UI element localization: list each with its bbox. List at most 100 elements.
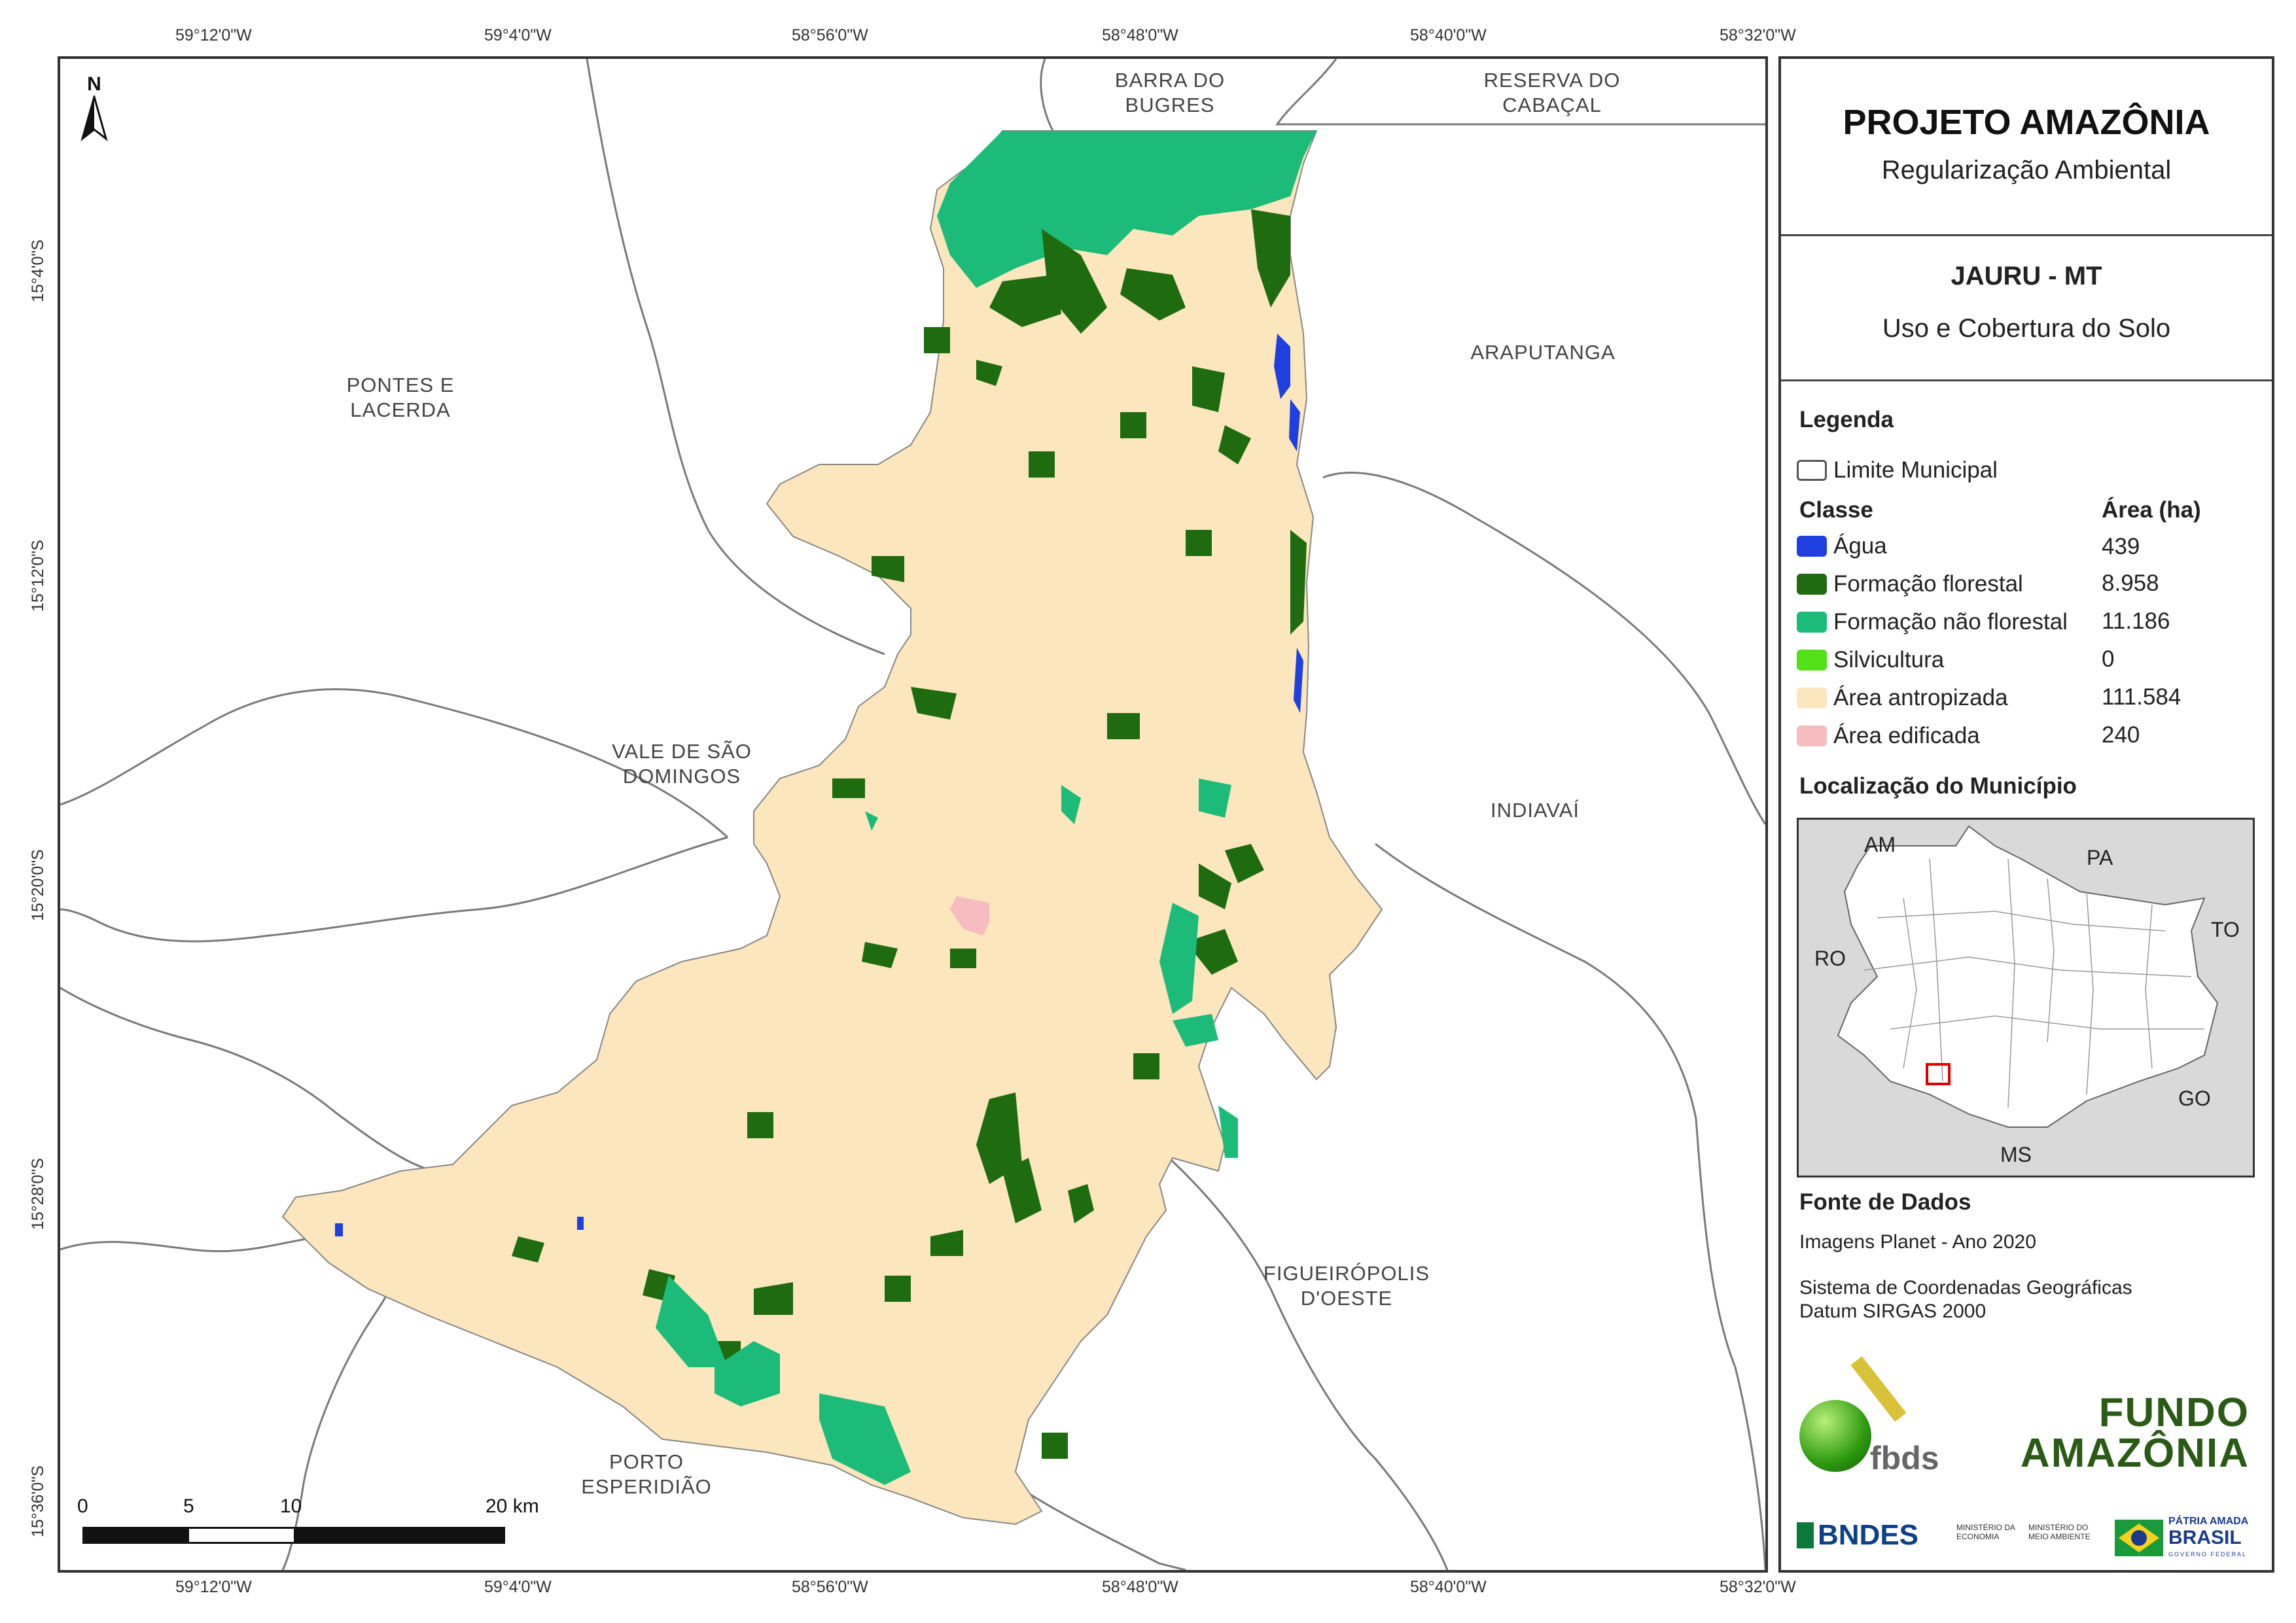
muni-label-porto-esperidiao: PORTO ESPERIDIÃO: [581, 1450, 712, 1498]
swatch-formacao-nao-florestal: [1797, 612, 1827, 633]
land-cover-map: [60, 59, 1765, 1570]
scale-label-0: 0: [77, 1495, 88, 1517]
coord-top-5: 58°40'0"W: [1410, 26, 1487, 44]
class-value: 0: [2102, 646, 2115, 672]
legend-row-silvicultura: Silvicultura: [1797, 644, 1944, 676]
theme-title: Uso e Cobertura do Solo: [1882, 314, 2171, 343]
fbds-text: fbds: [1870, 1440, 1939, 1476]
legend-title: Legenda: [1799, 407, 1894, 432]
coord-left-4: 15°28'0"S: [29, 1158, 47, 1230]
legend-row-area-edificada: Área edificada: [1797, 720, 1980, 752]
inset-label-to: TO: [2211, 918, 2240, 941]
class-label: Área edificada: [1833, 723, 1980, 748]
scale-label-10: 10: [280, 1495, 302, 1517]
coord-bottom-2: 59°4'0"W: [484, 1578, 552, 1596]
limit-swatch: [1797, 460, 1827, 481]
water-features: [335, 334, 1303, 1236]
legend-row-formacao-florestal: Formação florestal: [1797, 568, 2023, 601]
north-arrow: N: [75, 73, 114, 145]
inset-map-svg: [1837, 825, 2219, 1128]
bndes-logo: BNDES: [1797, 1519, 1918, 1552]
class-label: Formação florestal: [1833, 571, 2023, 597]
limit-label: Limite Municipal: [1833, 457, 1998, 483]
scale-label-5: 5: [183, 1495, 194, 1517]
inset-label-am: AM: [1864, 833, 1896, 856]
location-title: Localização do Município: [1799, 773, 2077, 799]
fbds-logo: fbds: [1797, 1356, 1954, 1478]
class-header: Classe: [1799, 497, 1873, 523]
jauru-area: [281, 130, 1383, 1526]
fundo-text: FUNDO: [2098, 1390, 2250, 1435]
class-label: Área antropizada: [1833, 685, 2008, 710]
project-subtitle: Regularização Ambiental: [1881, 156, 2172, 184]
class-value: 11.186: [2102, 608, 2170, 634]
divider: [1781, 234, 2272, 236]
swatch-formacao-florestal: [1797, 574, 1827, 595]
map-frame[interactable]: N BARRA DO BUGRES RESERVA DO CABAÇAL ARA…: [58, 56, 1768, 1573]
muni-label-reserva-do-cabacal: RESERVA DO CABAÇAL: [1483, 69, 1621, 116]
fundo-amazonia-logo: FUNDO AMAZÔNIA: [1975, 1393, 2250, 1475]
source-title: Fonte de Dados: [1799, 1189, 1971, 1215]
legend-row-limit: Limite Municipal: [1797, 454, 1998, 487]
class-value: 240: [2102, 722, 2140, 748]
governo-federal-text: GOVERNO FEDERAL: [2168, 1551, 2248, 1558]
bndes-text: BNDES: [1818, 1519, 1919, 1551]
muni-label-vale-de-sao-domingos: VALE DE SÃO DOMINGOS: [612, 740, 752, 788]
class-value: 8.958: [2102, 570, 2159, 596]
legend-row-area-antropizada: Área antropizada: [1797, 682, 2008, 714]
north-arrow-icon: [80, 93, 108, 141]
forest-patches: [512, 209, 1307, 1459]
scale-label-20: 20 km: [486, 1495, 539, 1517]
muni-label-araputanga: ARAPUTANGA: [1470, 341, 1616, 364]
brasil-text: BRASIL: [2168, 1527, 2242, 1548]
swatch-area-antropizada: [1797, 688, 1827, 708]
coord-top-6: 58°32'0"W: [1720, 26, 1796, 44]
coord-bottom-1: 59°12'0"W: [175, 1578, 252, 1596]
coord-bottom-6: 58°32'0"W: [1720, 1578, 1796, 1596]
muni-label-indiavai: INDIAVAÍ: [1490, 799, 1580, 822]
coord-bottom-5: 58°40'0"W: [1410, 1578, 1487, 1596]
class-value: 439: [2102, 534, 2140, 559]
urban-area: [950, 896, 989, 935]
patria-amada-text: PÁTRIA AMADA: [2168, 1516, 2249, 1527]
governo-federal-logo: PÁTRIA AMADA BRASIL GOVERNO FEDERAL: [2115, 1515, 2248, 1561]
swatch-area-edificada: [1797, 725, 1827, 746]
bndes-icon: [1797, 1522, 1814, 1548]
coord-left-5: 15°36'0"S: [29, 1465, 47, 1537]
north-letter: N: [87, 73, 101, 95]
coord-top-1: 59°12'0"W: [175, 26, 252, 44]
inset-map: AM PA RO TO GO MS: [1797, 818, 2255, 1178]
inset-label-ms: MS: [2000, 1143, 2032, 1166]
non-forest-patches: [656, 778, 1238, 1485]
ministerio-economia: MINISTÉRIO DA ECONOMIA: [1956, 1523, 2015, 1541]
source-line: Imagens Planet - Ano 2020: [1799, 1231, 2036, 1253]
coord-left-2: 15°12'0"S: [29, 540, 47, 612]
municipality-title: JAURU - MT: [1951, 262, 2102, 290]
fbds-globe-icon: [1799, 1400, 1871, 1472]
muni-label-barra-do-bugres: BARRA DO BUGRES: [1114, 69, 1226, 116]
coord-left-3: 15°20'0"S: [29, 849, 47, 921]
municipal-boundaries: [60, 59, 1765, 1570]
swatch-silvicultura: [1797, 650, 1827, 671]
divider: [1781, 379, 2272, 381]
muni-label-figueiropolis: FIGUEIRÓPOLIS D'OESTE: [1263, 1262, 1430, 1310]
coord-left-1: 15°4'0"S: [29, 239, 47, 302]
legend-panel: PROJETO AMAZÔNIA Regularização Ambiental…: [1778, 56, 2274, 1573]
scale-bar: [82, 1527, 505, 1544]
muni-label-pontes-e-lacerda: PONTES E LACERDA: [346, 374, 455, 421]
source-line: Datum SIRGAS 2000: [1799, 1300, 1987, 1322]
inset-label-ro: RO: [1814, 947, 1846, 970]
class-label: Água: [1833, 533, 1887, 559]
amazonia-text: AMAZÔNIA: [2020, 1431, 2250, 1476]
coord-bottom-4: 58°48'0"W: [1102, 1578, 1178, 1596]
brazil-flag-icon: [2115, 1520, 2163, 1556]
ministerio-meio-ambiente: MINISTÉRIO DO MEIO AMBIENTE: [2028, 1523, 2091, 1541]
class-value: 111.584: [2102, 684, 2181, 710]
project-title: PROJETO AMAZÔNIA: [1843, 103, 2210, 142]
inset-label-pa: PA: [2087, 846, 2113, 869]
coord-top-2: 59°4'0"W: [484, 26, 552, 44]
inset-label-go: GO: [2178, 1087, 2211, 1110]
legend-row-formacao-nao-florestal: Formação não florestal: [1797, 606, 2068, 638]
area-header: Área (ha): [2102, 497, 2201, 523]
coord-bottom-3: 58°56'0"W: [792, 1578, 868, 1596]
